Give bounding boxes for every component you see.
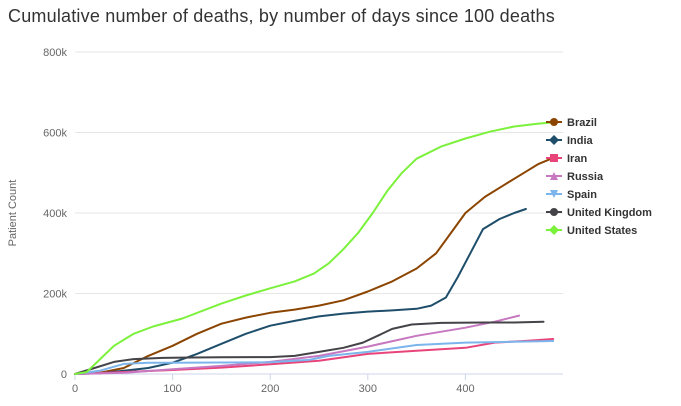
y-tick-label: 400k xyxy=(43,208,67,220)
legend-item-india[interactable]: India xyxy=(546,135,594,147)
y-axis: 0 200k 400k 600k 800k xyxy=(43,47,67,381)
y-tick-label: 0 xyxy=(61,369,67,381)
y-axis-label: Patient Count xyxy=(7,180,19,247)
y-tick-label: 600k xyxy=(43,128,67,140)
legend-label: Brazil xyxy=(567,117,597,129)
x-tick-label: 200 xyxy=(261,383,279,395)
legend-item-brazil[interactable]: Brazil xyxy=(546,117,597,129)
series-line-brazil[interactable] xyxy=(74,157,553,375)
x-tick-label: 400 xyxy=(456,383,474,395)
grid-lines xyxy=(75,51,563,375)
series-line-russia[interactable] xyxy=(74,314,521,375)
legend-marker-icon xyxy=(550,190,558,198)
series-line-united-kingdom[interactable] xyxy=(74,320,545,375)
legend-marker-icon xyxy=(550,118,558,126)
y-tick-label: 200k xyxy=(43,289,67,301)
series-line-spain[interactable] xyxy=(74,340,555,375)
legend-label: Russia xyxy=(567,171,604,183)
legend-label: Spain xyxy=(567,189,597,201)
legend-marker-icon xyxy=(549,225,559,235)
legend-label: India xyxy=(567,135,594,147)
x-axis: 0 100 200 300 400 xyxy=(72,374,475,395)
x-tick-label: 0 xyxy=(72,383,78,395)
legend-label: Iran xyxy=(567,153,587,165)
series-line-united-states[interactable] xyxy=(74,121,555,375)
x-tick-label: 100 xyxy=(163,383,181,395)
series-lines xyxy=(74,121,555,375)
legend-item-spain[interactable]: Spain xyxy=(546,189,597,201)
y-tick-label: 800k xyxy=(43,47,67,59)
legend-marker-icon xyxy=(550,154,558,162)
legend-marker-icon xyxy=(550,172,558,180)
legend-item-united-kingdom[interactable]: United Kingdom xyxy=(546,207,652,219)
legend-marker-icon xyxy=(550,208,558,216)
x-tick-label: 300 xyxy=(359,383,377,395)
legend-label: United Kingdom xyxy=(567,207,652,219)
legend-item-united-states[interactable]: United States xyxy=(546,225,637,237)
series-line-india[interactable] xyxy=(74,208,527,375)
chart-title: Cumulative number of deaths, by number o… xyxy=(8,6,555,26)
legend-item-russia[interactable]: Russia xyxy=(546,171,604,183)
legend: Brazil India Iran Russia Spain United Kingdom… xyxy=(546,117,652,237)
legend-label: United States xyxy=(567,225,637,237)
legend-marker-icon xyxy=(549,135,559,145)
legend-item-iran[interactable]: Iran xyxy=(546,153,587,165)
